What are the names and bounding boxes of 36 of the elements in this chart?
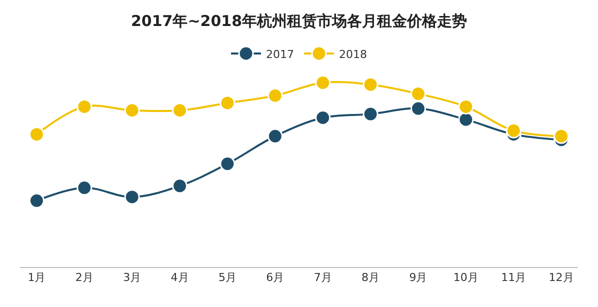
x-tick-label: 4月 (170, 271, 189, 284)
point (172, 178, 188, 194)
point (506, 122, 522, 138)
x-tick-label: 7月 (314, 271, 332, 284)
point (124, 189, 140, 205)
point (554, 128, 570, 144)
x-tick-label: 2月 (75, 271, 94, 284)
point (28, 192, 44, 208)
x-tick-label: 9月 (409, 271, 428, 284)
point (362, 106, 378, 122)
x-tick-label: 10月 (453, 271, 478, 284)
x-tick-label: 11月 (501, 271, 526, 284)
x-tick-label: 5月 (218, 271, 236, 284)
x-tick-label: 1月 (28, 271, 46, 284)
point (76, 180, 92, 196)
chart-title: 2017年~2018年杭州租赁市场各月租金价格走势 (130, 12, 468, 30)
point (28, 126, 44, 142)
point (172, 102, 188, 118)
point (124, 102, 140, 118)
point (220, 95, 236, 111)
x-tick-label: 6月 (266, 271, 284, 284)
point (220, 156, 236, 172)
x-tick-label: 3月 (123, 271, 142, 284)
point (362, 76, 378, 92)
point (267, 88, 283, 104)
legend-label: 2018 (339, 48, 367, 61)
point (410, 100, 426, 116)
legend-label: 2017 (266, 48, 294, 61)
point (458, 98, 474, 114)
x-tick-label: 8月 (362, 271, 380, 284)
point (315, 74, 331, 90)
point (76, 98, 92, 114)
point (267, 128, 283, 144)
x-tick-label: 12月 (548, 271, 574, 284)
point (410, 86, 426, 102)
point (315, 110, 331, 126)
